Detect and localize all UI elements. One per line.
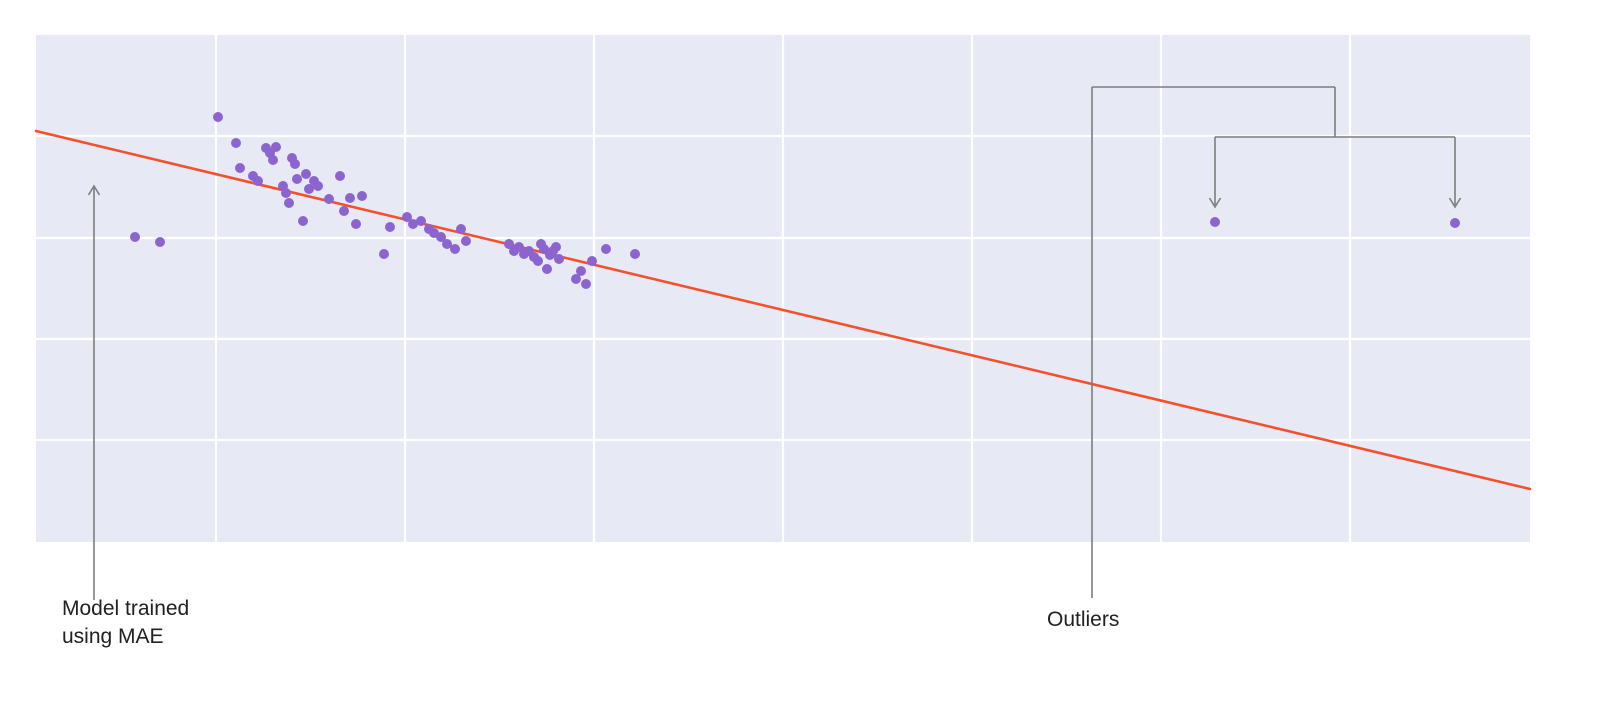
scatter-point [213,112,223,122]
outliers-annotation-label: Outliers [1047,608,1120,631]
arrowhead-down-icon [1448,197,1462,209]
scatter-point [442,239,452,249]
arrowhead-up-icon [87,184,101,196]
scatter-point [253,176,263,186]
scatter-point [281,188,291,198]
scatter-point [408,219,418,229]
scatter-point [313,181,323,191]
scatter-point [630,249,640,259]
scatter-point [450,244,460,254]
scatter-point [436,232,446,242]
scatter-point [235,163,245,173]
scatter-point [542,264,552,274]
mae-annotation-line1: Model trained [62,597,190,620]
scatter-point [155,237,165,247]
scatter-point [601,244,611,254]
scatter-point [379,249,389,259]
scatter-point [402,212,412,222]
arrowhead-down-icon [1208,197,1222,209]
scatter-point [357,191,367,201]
scatter-point [130,232,140,242]
scatter-point [324,194,334,204]
scatter-point [292,174,302,184]
scatter-point [514,242,524,252]
scatter-point [416,216,426,226]
scatter-point [576,266,586,276]
scatter-point [554,254,564,264]
scatter-point [456,224,466,234]
outlier-point [1450,218,1460,228]
scatter-point [304,184,314,194]
outlier-point [1210,217,1220,227]
scatter-point [504,239,514,249]
scatter-point [461,236,471,246]
scatter-point [351,219,361,229]
mae-annotation-line2: using MAE [62,625,164,649]
scatter-point [298,216,308,226]
scatter-point [587,256,597,266]
scatter-point [231,138,241,148]
scatter-point [271,142,281,152]
scatter-point [581,279,591,289]
scatter-point [290,159,300,169]
scatter-point [551,242,561,252]
mae-annotation-label: Model trained using MAE [62,595,189,652]
scatter-point [268,155,278,165]
scatter-point [385,222,395,232]
scatter-point [345,193,355,203]
scatter-point [301,169,311,179]
scatter-point [533,256,543,266]
scatter-point [335,171,345,181]
scatter-point [571,274,581,284]
scatter-point [284,198,294,208]
scatter-point [339,206,349,216]
